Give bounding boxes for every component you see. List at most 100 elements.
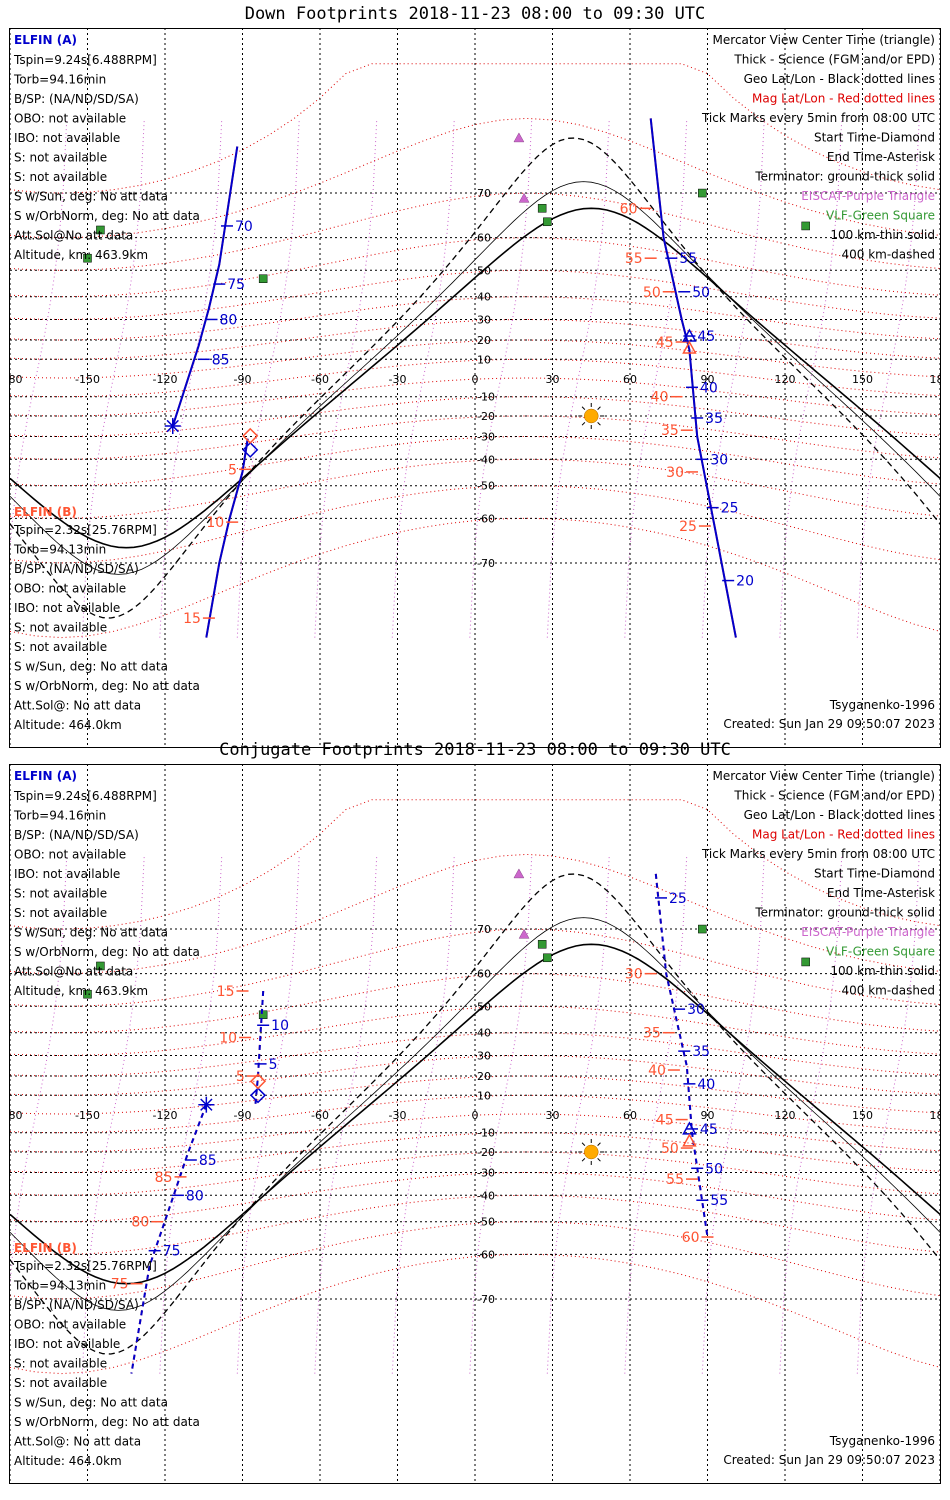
lat-tick-label: 60 [477,232,491,245]
sat-b-west-label: 80 [131,1215,149,1231]
sat-b-info-line: S w/OrbNorm, deg: No att data [14,1415,200,1429]
lon-tick-label: -120 [153,1109,178,1122]
terminator-ground [10,207,940,549]
sat-b-info-line: Altitude: 464.0km [14,718,122,732]
footprint-map-down: -180 -150 -120 -90 -60 -30 0 30 60 90 120 150 180 70 6… [10,28,950,748]
vlf-square-icon [96,961,105,971]
end-asterisk-icon [200,1098,213,1111]
vlf-square-icon [698,188,707,198]
sat-b-east-label: 50 [661,1141,679,1157]
sat-a-info-line: Altitude, km: 463.9km [14,248,148,262]
sat-a-info-line: Tspin=9.24s[6.488RPM] [13,53,157,67]
sat-b-label: 10 [219,1030,237,1046]
map-plot-area: -180 -150 -120 -90 -60 -30 0 30 60 90 120 150 180 70 6… [10,28,950,748]
sat-a-west-label: 80 [186,1188,204,1204]
sat-a-label: 70 [235,219,253,235]
sat-b-info-line: Tspin=2.32s[25.76RPM] [13,1259,157,1273]
sat-b-east-label: 60 [620,201,638,217]
sat-b-west-track [130,1104,208,1374]
sat-a-info-line: IBO: not available [14,867,120,881]
sun-icon [584,408,599,424]
lon-tick-label: 0 [472,1109,479,1122]
sat-a-info-line: S w/OrbNorm, deg: No att data [14,945,200,959]
lon-tick-label: 60 [623,1109,637,1122]
sat-a-info-line: Att.Sol@No att data [14,229,133,243]
sun-ray [581,1157,586,1162]
lon-tick-label: 180 [930,373,950,386]
sat-a-east-label: 50 [692,285,710,301]
sat-a-info-line: Tspin=9.24s[6.488RPM] [13,789,157,803]
mag-lat-line [10,237,940,298]
sat-b-info-line: IBO: not available [14,1337,120,1351]
lat-tick-label: 50 [477,1000,491,1013]
sat-a-label: 85 [212,352,230,368]
lon-tick-label: -60 [311,1109,329,1122]
sat-a-east-label: 45 [700,1122,718,1138]
vlf-square-icon [258,274,268,283]
sat-a-label: 80 [220,312,238,328]
sat-a-info-line: Att.Sol@No att data [14,965,133,979]
legend-entry: EISCAT-Purple Triangle [801,925,935,939]
sat-a-info-line: IBO: not available [14,131,120,145]
vlf-square-icon [801,957,810,967]
sat-b-label: 15 [217,984,235,1000]
sat-b-east-label: 40 [651,390,669,406]
sat-b-info-line: S: not available [14,640,107,654]
sat-b-info-line: S: not available [14,1357,107,1371]
sat-a-info-line: Altitude, km: 463.9km [14,984,148,998]
lat-tick-label: 50 [477,264,491,277]
lat-tick-label: 20 [477,1070,491,1083]
vlf-square-icon [96,225,105,235]
sat-b-info-line: S: not available [14,621,107,635]
legend-entry: 100 km-thin solid [830,964,935,978]
sat-a-info-line: OBO: not available [14,848,126,862]
sat-b-name: ELFIN (B) [14,505,77,519]
sat-b-name: ELFIN (B) [14,1241,77,1255]
lat-tick-label: 40 [477,1027,491,1040]
legend-entry: VLF-Green Square [826,945,935,959]
legend-entry: Tick Marks every 5min from 08:00 UTC [701,847,935,861]
sun-ray [597,406,601,410]
lon-tick-label: -90 [234,373,252,386]
sat-a-east-label: 35 [692,1044,710,1060]
lon-tick-label: 30 [546,373,560,386]
lon-tick-label: -180 [0,1109,22,1122]
lat-tick-label: 40 [477,291,491,304]
sat-b-east-label: 35 [661,423,679,439]
sat-a-east-label: 20 [736,574,754,590]
sat-b-east-track [649,118,737,638]
lon-tick-label: 120 [775,1109,796,1122]
sat-b-east-label: 50 [643,285,661,301]
sat-a-label: 10 [271,1018,289,1034]
lat-tick-label: -20 [477,1146,495,1159]
sat-b-label: 10 [206,515,224,531]
start-diamond-icon [249,1087,267,1104]
sat-a-info-line: S w/Sun, deg: No att data [14,926,168,940]
sat-b-info-line: Altitude: 464.0km [14,1454,122,1468]
sat-b-east-label: 60 [682,1230,700,1246]
sat-b-info-line: S w/Sun, deg: No att data [14,660,168,674]
sat-a-east-label: 25 [721,501,739,517]
sat-a-name: ELFIN (A) [14,769,77,783]
vlf-square-icon [83,989,92,999]
sat-a-east-label: 35 [705,411,723,427]
sat-a-info-line: S w/Sun, deg: No att data [14,190,168,204]
vlf-square-icon [698,924,707,934]
map-plot-area: -180 -150 -120 -90 -60 -30 0 30 60 90 120 150 180 70 6… [0,764,940,1484]
legend-entry: Terminator: ground-thick solid [754,906,935,920]
vlf-square-icon [537,940,547,949]
lat-tick-label: 20 [477,334,491,347]
lat-tick-label: -40 [477,453,495,466]
sat-b-info-line: S w/Sun, deg: No att data [14,1396,168,1410]
legend-entry: VLF-Green Square [826,209,935,223]
sat-b-east-label: 45 [656,1113,674,1129]
lat-tick-label: 30 [477,313,491,326]
sun-ray [581,1142,586,1146]
sat-b-track [205,438,249,638]
lat-tick-label: -10 [477,1127,495,1140]
terminator-100km [10,181,940,575]
sat-a-east-label: 25 [669,891,687,907]
center-time-triangle-icon [682,340,697,354]
sat-b-east-label: 55 [666,1172,684,1188]
sat-b-east-label: 25 [679,519,697,535]
